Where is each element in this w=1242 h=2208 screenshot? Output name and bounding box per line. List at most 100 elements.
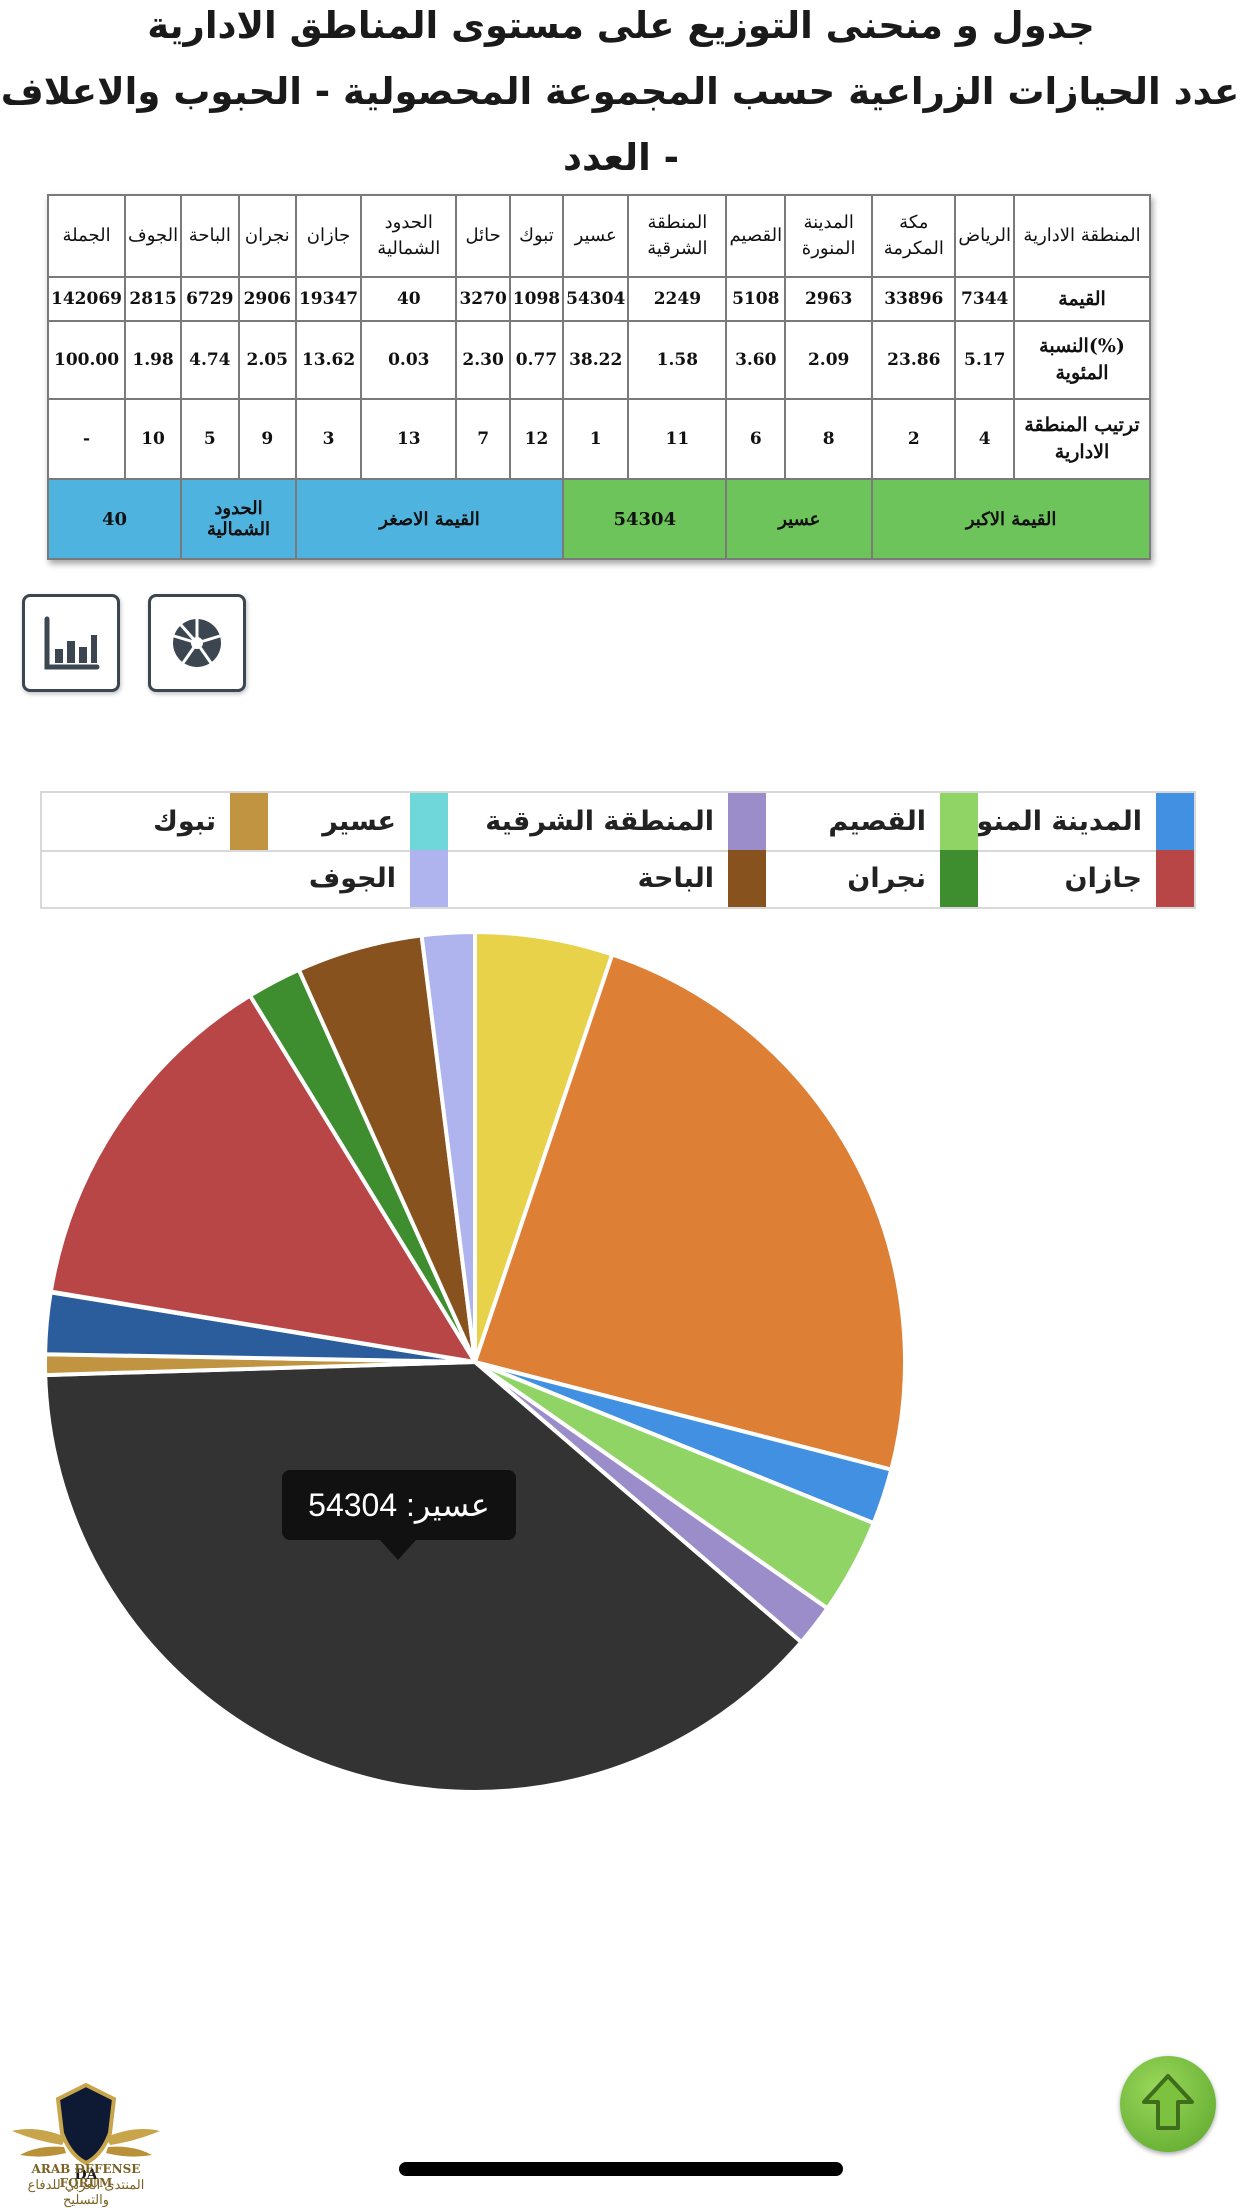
value-cell: 54304 <box>562 276 630 322</box>
max-value-cell: 54304 <box>562 478 728 560</box>
legend-item[interactable]: جازان <box>976 850 1194 907</box>
header-cell: الجوف <box>124 194 183 278</box>
distribution-table: المنطقة الادارية الرياض مكة المكرمة المد… <box>46 194 1151 560</box>
rank-cell: 12 <box>508 398 565 480</box>
header-cell: تبوك <box>508 194 565 278</box>
chart-tooltip: عسير: 54304 <box>282 1470 516 1540</box>
row-label-rank: ترتيب المنطقة الادارية <box>1013 398 1151 480</box>
value-cell: 19347 <box>294 276 363 322</box>
legend-label: الجوف <box>308 863 396 894</box>
rank-cell: 4 <box>954 398 1016 480</box>
home-indicator[interactable] <box>399 2162 843 2176</box>
rank-cell: 5 <box>180 398 240 480</box>
percent-cell: 1.58 <box>627 320 728 400</box>
legend-swatch <box>410 793 448 850</box>
legend-label: عسير <box>322 806 396 837</box>
pie-chart-button[interactable] <box>148 594 246 692</box>
legend-swatch <box>230 793 268 850</box>
header-cell: الباحة <box>180 194 240 278</box>
value-cell: 6729 <box>180 276 240 322</box>
header-cell: نجران <box>237 194 297 278</box>
legend-item[interactable]: تبوك <box>42 793 268 850</box>
table-row-ranks: ترتيب المنطقة الادارية 4 2 8 6 11 1 12 7… <box>46 398 1151 480</box>
page-subtitle-unit: - العدد <box>562 136 680 179</box>
legend-swatch <box>728 850 766 907</box>
pie-chart-icon <box>173 619 221 667</box>
tooltip-arrow <box>380 1540 416 1560</box>
legend-row: المدينة المنورة القصيم المنطقة الشرقية ع… <box>42 793 1194 852</box>
percent-cell: 100.00 <box>46 320 127 400</box>
table-row-percents: (%)النسبة المئوية 5.17 23.86 2.09 3.60 1… <box>46 320 1151 400</box>
max-region-cell: عسير <box>725 478 874 560</box>
legend-item[interactable]: الجوف <box>42 850 448 907</box>
legend-item[interactable]: الباحة <box>446 850 766 907</box>
rank-cell: 2 <box>871 398 957 480</box>
legend-item[interactable]: نجران <box>764 850 978 907</box>
value-cell: 5108 <box>725 276 787 322</box>
value-cell: 142069 <box>46 276 127 322</box>
legend-swatch <box>1156 793 1194 850</box>
value-cell: 2906 <box>237 276 297 322</box>
legend-label: القصيم <box>828 806 926 837</box>
bar-chart-icon <box>44 616 100 670</box>
row-label-percent: (%)النسبة المئوية <box>1013 320 1151 400</box>
row-label-region: المنطقة الادارية <box>1013 194 1151 278</box>
percent-cell: 2.30 <box>455 320 511 400</box>
logo-text-en: ARAB DEFENSE FORUM <box>31 2162 141 2190</box>
rank-cell: 11 <box>627 398 728 480</box>
header-cell: المنطقة الشرقية <box>627 194 728 278</box>
percent-cell: 38.22 <box>562 320 630 400</box>
percent-cell: 4.74 <box>180 320 240 400</box>
rank-cell: - <box>46 398 127 480</box>
value-cell: 33896 <box>871 276 957 322</box>
percent-cell: 5.17 <box>954 320 1016 400</box>
legend-item[interactable]: عسير <box>266 793 448 850</box>
pie-chart: الرياض: 7344مكة المكرمة: 33896المدينة ال… <box>43 929 907 1794</box>
value-cell: 40 <box>360 276 458 322</box>
legend-swatch <box>1156 850 1194 907</box>
legend-item[interactable]: المنطقة الشرقية <box>446 793 766 850</box>
rank-cell: 6 <box>725 398 787 480</box>
legend-swatch <box>940 793 978 850</box>
value-cell: 7344 <box>954 276 1016 322</box>
value-cell: 2249 <box>627 276 728 322</box>
header-cell: الحدود الشمالية <box>360 194 458 278</box>
legend-swatch <box>728 793 766 850</box>
legend-swatch <box>940 850 978 907</box>
bar-chart-button[interactable] <box>22 594 120 692</box>
value-cell: 3270 <box>455 276 511 322</box>
legend-item[interactable]: القصيم <box>764 793 978 850</box>
scroll-top-button[interactable] <box>1120 2056 1216 2152</box>
arrow-up-icon <box>1142 2074 1194 2130</box>
pie-slice[interactable]: جازان: 19347 <box>48 992 479 1365</box>
chart-legend: المدينة المنورة القصيم المنطقة الشرقية ع… <box>40 791 1196 909</box>
pie-slice[interactable]: مكة المكرمة: 33896 <box>472 951 907 1473</box>
logo-mark: DA <box>74 2167 98 2183</box>
page-title: جدول و منحنى التوزيع على مستوى المناطق ا… <box>147 4 1095 47</box>
percent-cell: 0.77 <box>508 320 565 400</box>
legend-label: المنطقة الشرقية <box>485 806 714 837</box>
header-cell: المدينة المنورة <box>784 194 874 278</box>
value-cell: 1098 <box>508 276 565 322</box>
rank-cell: 9 <box>237 398 297 480</box>
legend-label: نجران <box>847 863 926 894</box>
min-value-cell: 40 <box>46 478 183 560</box>
legend-item[interactable]: المدينة المنورة <box>945 793 1194 850</box>
max-label-cell: القيمة الاكبر <box>871 478 1151 560</box>
page-subtitle: عدد الحيازات الزراعية حسب المجموعة المحص… <box>0 70 1240 113</box>
legend-swatch <box>410 850 448 907</box>
pie-slice[interactable]: عسير: 54304 <box>43 1359 805 1794</box>
header-cell: حائل <box>455 194 511 278</box>
min-region-cell: الحدود الشمالية <box>180 478 297 560</box>
header-cell: القصيم <box>725 194 787 278</box>
percent-cell: 23.86 <box>871 320 957 400</box>
legend-row: جازان نجران الباحة الجوف <box>42 850 1194 907</box>
percent-cell: 2.09 <box>784 320 874 400</box>
legend-label: الباحة <box>637 863 714 894</box>
pie-slice[interactable]: الجوف: 2815 <box>419 929 477 1363</box>
rank-cell: 1 <box>562 398 630 480</box>
rank-cell: 8 <box>784 398 874 480</box>
rank-cell: 10 <box>124 398 183 480</box>
row-label-value: القيمة <box>1013 276 1151 322</box>
rank-cell: 3 <box>294 398 363 480</box>
